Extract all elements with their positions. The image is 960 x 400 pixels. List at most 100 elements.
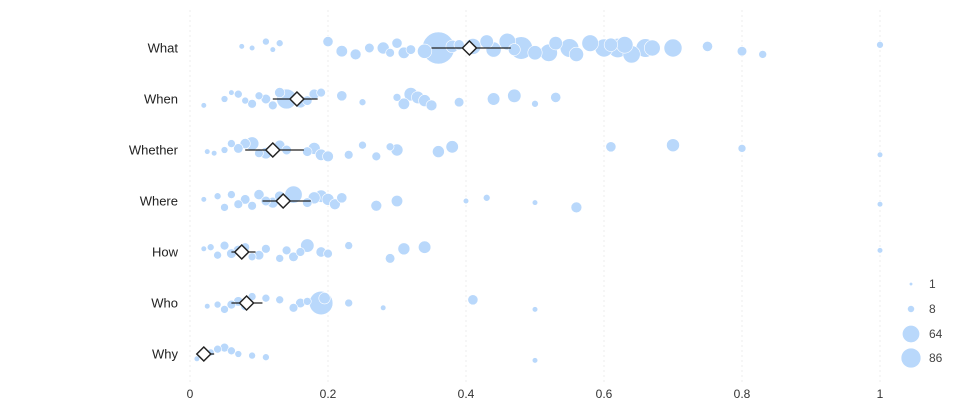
data-point — [204, 303, 211, 310]
size-legend: 1 8 64 86 — [900, 277, 943, 369]
data-point — [193, 355, 200, 362]
data-point — [213, 250, 222, 260]
data-point — [206, 243, 215, 251]
data-point — [531, 199, 539, 206]
data-point — [288, 251, 299, 262]
data-point — [322, 150, 334, 163]
x-axis-ticks: 0 0.2 0.4 0.6 0.8 1 — [187, 387, 884, 400]
size-legend-label: 1 — [929, 277, 936, 291]
data-point — [392, 93, 402, 102]
data-point — [531, 100, 539, 108]
data-point — [666, 138, 680, 153]
data-point — [479, 34, 494, 49]
mean-marker — [461, 39, 478, 57]
data-point — [247, 201, 257, 211]
data-point — [329, 198, 341, 210]
data-point — [425, 99, 438, 112]
data-point — [227, 346, 236, 356]
data-point — [269, 46, 276, 53]
mean-marker — [195, 345, 212, 363]
data-point — [385, 48, 395, 58]
data-point — [467, 294, 479, 306]
data-point — [322, 36, 334, 48]
data-point — [268, 100, 278, 111]
data-point — [385, 142, 395, 152]
data-point — [453, 39, 465, 51]
data-point — [417, 43, 433, 59]
data-point — [570, 201, 583, 214]
data-point — [254, 91, 264, 101]
data-point — [876, 247, 884, 254]
data-point — [454, 97, 465, 108]
category-label: Why — [152, 347, 179, 362]
data-point — [275, 254, 284, 263]
data-point — [220, 203, 229, 212]
data-point — [644, 39, 661, 57]
data-point — [364, 42, 375, 54]
data-point — [302, 146, 313, 157]
data-point — [200, 196, 207, 203]
data-point — [358, 140, 367, 150]
mean-intervals — [195, 39, 511, 363]
data-point — [418, 240, 432, 254]
data-point — [876, 151, 884, 158]
mean-marker — [264, 141, 281, 159]
data-point — [247, 252, 257, 262]
data-point — [254, 148, 264, 158]
data-point — [344, 241, 353, 250]
data-point — [295, 247, 306, 257]
data-point — [281, 245, 292, 256]
data-point — [220, 146, 229, 154]
data-point — [531, 357, 539, 364]
data-point — [261, 244, 271, 254]
category-label: What — [148, 41, 179, 56]
data-point — [445, 140, 459, 154]
data-point — [349, 48, 362, 61]
data-point — [211, 150, 218, 157]
data-point — [876, 41, 884, 49]
data-point — [204, 148, 211, 155]
size-legend-label: 86 — [929, 351, 943, 365]
data-point — [233, 199, 244, 209]
data-point — [336, 90, 348, 102]
data-point — [262, 353, 270, 361]
x-tick-label: 0.2 — [320, 387, 337, 400]
data-point — [248, 351, 256, 360]
data-point — [876, 201, 884, 208]
data-point — [227, 190, 236, 199]
size-legend-label: 64 — [929, 327, 943, 341]
size-legend-circle — [907, 305, 915, 313]
data-point — [213, 192, 222, 200]
data-point — [275, 295, 284, 305]
category-label: Who — [151, 296, 178, 311]
data-point — [737, 144, 747, 153]
data-point — [462, 197, 470, 205]
data-point — [507, 88, 522, 103]
data-point — [302, 197, 313, 208]
data-point — [616, 36, 634, 54]
data-point — [702, 40, 713, 52]
data-point — [482, 194, 491, 202]
category-label: How — [152, 245, 179, 260]
data-point — [323, 248, 333, 259]
data-point — [605, 141, 617, 153]
category-label: When — [144, 92, 178, 107]
data-point — [275, 39, 284, 47]
size-legend-circle — [908, 281, 914, 287]
data-point — [220, 95, 229, 103]
x-tick-label: 0.8 — [734, 387, 751, 400]
x-tick-label: 0.4 — [458, 387, 475, 400]
data-point — [335, 45, 348, 58]
data-point — [261, 293, 271, 303]
data-point — [213, 300, 222, 309]
data-point — [241, 96, 249, 105]
data-point — [358, 98, 367, 106]
size-legend-circle — [900, 347, 922, 369]
data-point — [247, 99, 257, 109]
data-point — [262, 37, 270, 46]
x-tick-label: 0.6 — [596, 387, 613, 400]
data-point — [318, 292, 331, 305]
data-point — [274, 87, 286, 99]
category-label: Where — [140, 194, 178, 209]
data-point — [390, 194, 404, 208]
